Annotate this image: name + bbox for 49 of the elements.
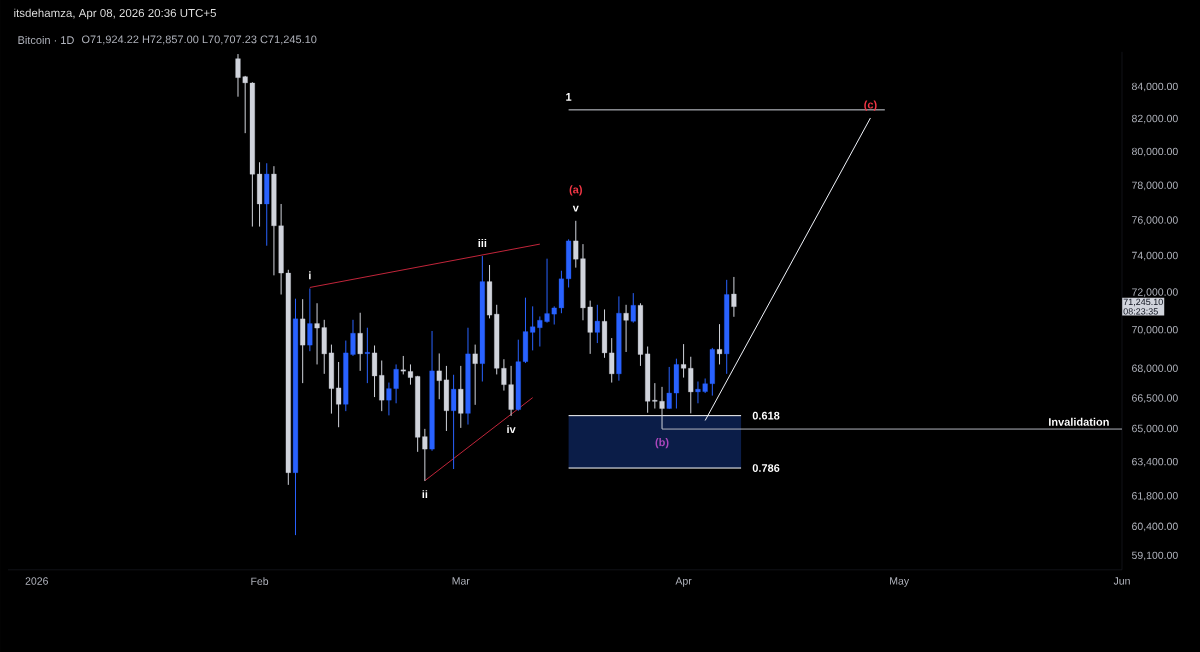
- annotation: 1: [566, 93, 572, 101]
- y-tick-label: 74,000.00: [1132, 251, 1178, 261]
- annotation: Invalidation: [1049, 417, 1109, 426]
- annotation: (a): [569, 185, 582, 196]
- x-tick-label: Feb: [251, 577, 269, 586]
- y-tick-label: 68,000.00: [1132, 364, 1178, 374]
- y-tick-label: 72,000.00: [1132, 288, 1178, 298]
- annotation: v: [572, 205, 579, 212]
- annotation: 0.786: [752, 464, 780, 472]
- y-tick-label: 66,500.00: [1132, 394, 1178, 404]
- y-tick-label: 59,100.00: [1131, 551, 1178, 561]
- candlestick: [630, 292, 636, 324]
- annotation: ii: [422, 490, 428, 499]
- candlestick: [336, 361, 342, 428]
- chart-subtitle: O71,924.22 H72,857.00 L70,707.23 C71,245.10: [81, 35, 317, 45]
- annotation: iv: [507, 425, 516, 434]
- y-tick-label: 84,000.00: [1131, 82, 1178, 92]
- annotation: i: [309, 271, 311, 280]
- y-tick-label: 78,000.00: [1132, 181, 1178, 191]
- y-tick-label: 61,800.00: [1132, 492, 1178, 501]
- x-tick-label: May: [890, 577, 910, 587]
- y-tick-label: 82,000.00: [1131, 114, 1178, 124]
- y-tick-label: 80,000.00: [1131, 147, 1178, 157]
- text: 08:23:35: [1123, 308, 1158, 315]
- candlestick: [364, 327, 370, 384]
- candlestick: [357, 312, 363, 372]
- candlestick: [472, 344, 478, 406]
- chart-title: Bitcoin · 1D: [18, 35, 74, 45]
- annotation: 0.618: [752, 411, 780, 420]
- annotation: (c): [864, 100, 877, 111]
- annotation: iii: [478, 238, 487, 247]
- candlestick: [307, 288, 313, 352]
- x-tick-label: Jun: [1113, 577, 1130, 585]
- candlestick: [451, 374, 457, 470]
- x-tick-label: Mar: [452, 577, 470, 585]
- annotation: (b): [655, 438, 669, 449]
- candlestick: [594, 304, 600, 344]
- text: itsdehamza, Apr 08, 2026 20:36 UTC+5: [14, 8, 216, 20]
- y-tick-label: 65,000.00: [1132, 424, 1178, 434]
- candlestick: [731, 276, 737, 318]
- x-tick-label: 2026: [25, 577, 48, 585]
- y-tick-label: 63,400.00: [1132, 457, 1178, 467]
- candlestick: [623, 304, 629, 353]
- text: 71,245.10: [1123, 298, 1163, 307]
- x-tick-label: Apr: [675, 577, 692, 587]
- y-tick-label: 60,400.00: [1132, 522, 1178, 532]
- y-tick-label: 70,000.00: [1132, 325, 1178, 335]
- y-tick-label: 76,000.00: [1132, 216, 1178, 225]
- candlestick: [717, 323, 723, 365]
